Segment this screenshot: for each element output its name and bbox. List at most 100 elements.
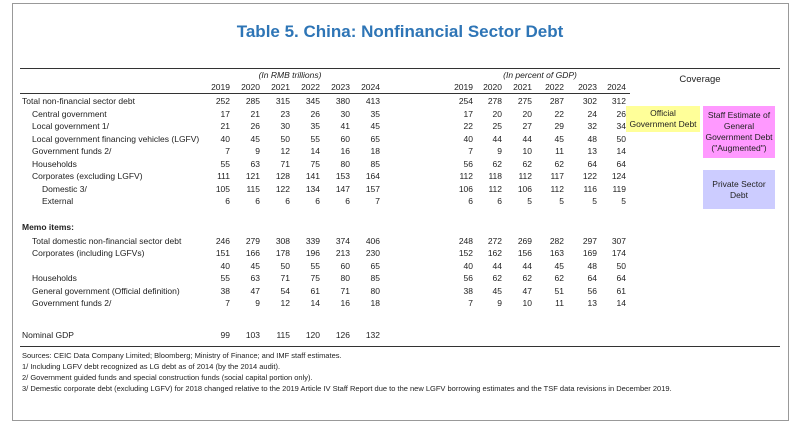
cell: 374 — [335, 235, 350, 246]
cell: 6 — [497, 196, 502, 206]
cell: 272 — [487, 235, 502, 246]
cell: 5 — [527, 196, 532, 206]
cell: 10 — [522, 146, 532, 156]
cell: 41 — [340, 121, 350, 131]
cell: 153 — [335, 171, 350, 181]
cell: 312 — [611, 96, 626, 106]
cell: 26 — [616, 108, 626, 119]
cell: 56 — [463, 273, 473, 283]
cell: 162 — [487, 248, 502, 258]
cell: 35 — [370, 108, 380, 119]
cell: 345 — [305, 96, 320, 106]
row-label: Local government financing vehicles (LGF… — [32, 133, 200, 144]
year-header: 2024 — [361, 82, 380, 92]
cell: 40 — [463, 260, 473, 271]
cell: 30 — [340, 108, 350, 119]
cell: 24 — [587, 108, 597, 119]
cell: 17 — [220, 108, 230, 119]
year-header: 2023 — [331, 82, 350, 92]
cell: 285 — [245, 96, 260, 106]
cell: 25 — [492, 121, 502, 131]
cell: 115 — [246, 183, 260, 194]
cell: 75 — [310, 158, 320, 169]
cell: 45 — [492, 285, 502, 296]
cell: 282 — [549, 235, 564, 246]
cell: 152 — [458, 248, 473, 258]
cell: 252 — [215, 96, 230, 106]
cell: 278 — [487, 96, 502, 106]
cell: 279 — [245, 235, 260, 246]
cell: 50 — [616, 260, 626, 271]
cell: 45 — [250, 260, 260, 271]
cell: 134 — [305, 183, 320, 194]
cell: 307 — [611, 235, 626, 246]
cell: 119 — [612, 183, 626, 194]
cell: 47 — [522, 285, 532, 296]
cell: 169 — [582, 248, 597, 258]
cell: 106 — [458, 183, 473, 194]
cell: 29 — [554, 121, 564, 131]
cell: 44 — [492, 260, 502, 271]
cell: 12 — [280, 146, 290, 156]
cell: 6 — [285, 196, 290, 206]
cell: 85 — [370, 158, 380, 169]
cell: 105 — [215, 183, 230, 194]
cell: 27 — [522, 121, 532, 131]
cell: 38 — [463, 285, 473, 296]
cell: 50 — [616, 133, 626, 144]
cell: 116 — [583, 183, 597, 194]
cell: 7 — [468, 298, 473, 308]
cell: 13 — [587, 298, 597, 308]
coverage-title: Coverage — [679, 74, 721, 85]
group-header: (In percent of GDP) — [503, 70, 577, 80]
cell: 16 — [340, 298, 350, 308]
cell: 132 — [365, 330, 380, 340]
frame — [12, 3, 789, 421]
row-label: Households — [32, 158, 77, 169]
cell: 21 — [250, 108, 260, 119]
cell: 64 — [616, 273, 626, 283]
cell: 163 — [549, 248, 564, 258]
footnote: 1/ Including LGFV debt recognized as LG … — [22, 362, 281, 371]
cell: 11 — [555, 146, 564, 156]
cell: 51 — [554, 285, 564, 296]
cell: 23 — [280, 108, 290, 119]
cell: 6 — [255, 196, 260, 206]
cell: 14 — [616, 298, 626, 308]
cell: 45 — [554, 133, 564, 144]
cell: 111 — [217, 171, 230, 181]
cell: 62 — [554, 273, 564, 283]
row-label: General government (Official definition) — [32, 285, 180, 296]
cell: 40 — [220, 260, 230, 271]
cell: 248 — [458, 235, 473, 246]
cell: 71 — [280, 273, 290, 283]
cell: 7 — [468, 146, 473, 156]
row-label: Government funds 2/ — [32, 146, 112, 156]
cell: 141 — [305, 171, 320, 181]
cell: 112 — [518, 171, 532, 181]
footnote: 3/ Demestic corporate debt (excluding LG… — [22, 384, 672, 393]
cell: 9 — [497, 298, 502, 308]
cell: 80 — [340, 273, 350, 283]
cell: 6 — [315, 196, 320, 206]
cell: 55 — [220, 158, 230, 169]
cell: 65 — [370, 260, 380, 271]
cell: 62 — [522, 273, 532, 283]
cell: 47 — [250, 285, 260, 296]
cell: 44 — [522, 133, 532, 144]
cell: 120 — [305, 330, 320, 340]
cell: 10 — [522, 298, 532, 308]
row-label: Total domestic non-financial sector debt — [32, 235, 182, 246]
rule — [20, 346, 780, 347]
rule — [20, 93, 630, 94]
cell: 117 — [550, 171, 564, 181]
cell: 45 — [370, 121, 380, 131]
cell: 45 — [554, 260, 564, 271]
cell: 14 — [310, 298, 320, 308]
cell: 275 — [517, 96, 532, 106]
cell: 269 — [517, 235, 532, 246]
cell: 7 — [225, 146, 230, 156]
cell: 126 — [335, 330, 350, 340]
cell: 60 — [340, 260, 350, 271]
cell: 112 — [459, 171, 473, 181]
